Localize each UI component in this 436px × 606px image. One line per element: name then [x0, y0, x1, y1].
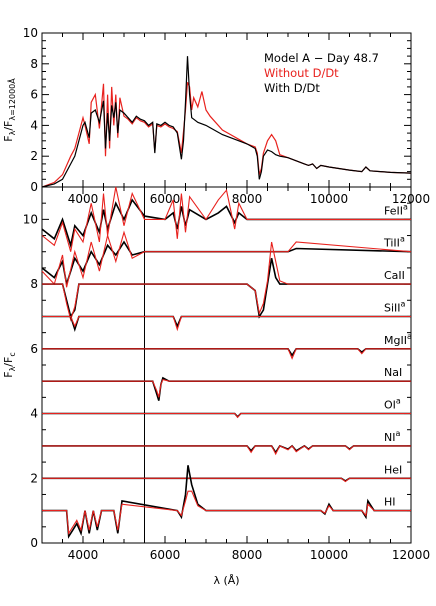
top-ylabel: Fλ/Fλ=12000Å [2, 78, 17, 142]
ion-label-hi: HI [384, 496, 396, 509]
top-ytick-label: 2 [30, 149, 38, 163]
bottom-ytick-label: 6 [30, 342, 38, 356]
ion-caii-with [42, 258, 411, 319]
ion-hi-without [42, 490, 411, 535]
bottom-xtick-label: 10000 [310, 548, 348, 562]
top-xtick-label: 6000 [150, 192, 181, 206]
legend-entry: Without D/Dt [264, 66, 339, 80]
top-ytick-label: 6 [30, 88, 38, 102]
legend-entry: With D/Dt [264, 81, 320, 95]
ion-label-siii: SiIIa [384, 299, 406, 314]
ion-nai-without [42, 378, 411, 398]
ion-label-hei: HeI [384, 463, 402, 476]
top-xtick-label: 4000 [68, 192, 99, 206]
bottom-xtick-label: 4000 [68, 548, 99, 562]
ion-feii-without [41, 186, 411, 252]
ion-ni-with [42, 444, 411, 454]
ion-hei-without [42, 477, 411, 483]
ion-ni-without [42, 445, 411, 456]
bottom-ytick-label: 8 [30, 277, 38, 291]
bottom-xtick-label: 8000 [232, 548, 263, 562]
ion-label-mgii: MgIIa [384, 332, 412, 347]
ion-caii-without [42, 241, 411, 322]
bottom-panel: 4000 6000 8000 10000 12000 0 2 4 6 8 10 FeIIa TiIIa C… [2, 186, 430, 587]
ion-label-oi: OIa [384, 397, 401, 412]
bottom-ytick-label: 4 [30, 407, 38, 421]
ion-tiii-without [41, 230, 412, 288]
bottom-ylabel: Fλ/Fc [2, 352, 17, 378]
bottom-ytick-label: 0 [30, 536, 38, 550]
bottom-xtick-label: 6000 [150, 548, 181, 562]
ion-label-ni: NIa [384, 429, 400, 444]
ion-siii-with [42, 315, 411, 333]
bottom-ytick-label: 2 [30, 471, 38, 485]
legend-title: Model A − Day 48.7 [264, 51, 379, 65]
top-ytick-label: 10 [23, 26, 38, 40]
bottom-xlabel: λ (Å) [213, 574, 239, 587]
ion-mgii-with [42, 348, 411, 357]
bottom-ytick-label: 10 [23, 212, 38, 226]
bottom-xtick-label: 12000 [392, 548, 430, 562]
ion-siii-without [42, 315, 411, 332]
ion-oi-without [42, 412, 411, 419]
ion-label-caii: CaII [384, 269, 405, 282]
ion-mgii-without [42, 348, 411, 360]
top-ytick-label: 8 [30, 57, 38, 71]
ion-feii-with [41, 198, 411, 249]
ion-label-tiii: TiIIa [383, 235, 405, 250]
bottom-frame [41, 186, 412, 544]
top-xtick-label: 8000 [232, 192, 263, 206]
top-ytick-label: 4 [30, 118, 38, 132]
ion-label-nai: NaI [384, 366, 402, 379]
top-xtick-label: 10000 [310, 192, 348, 206]
top-ytick-label: 0 [30, 180, 38, 194]
top-panel: 4000 6000 8000 10000 120000246810Fλ/Fλ=12000… [2, 26, 430, 206]
ion-label-feii: FeIIa [384, 202, 408, 217]
top-series-with-d-dt [41, 56, 412, 188]
